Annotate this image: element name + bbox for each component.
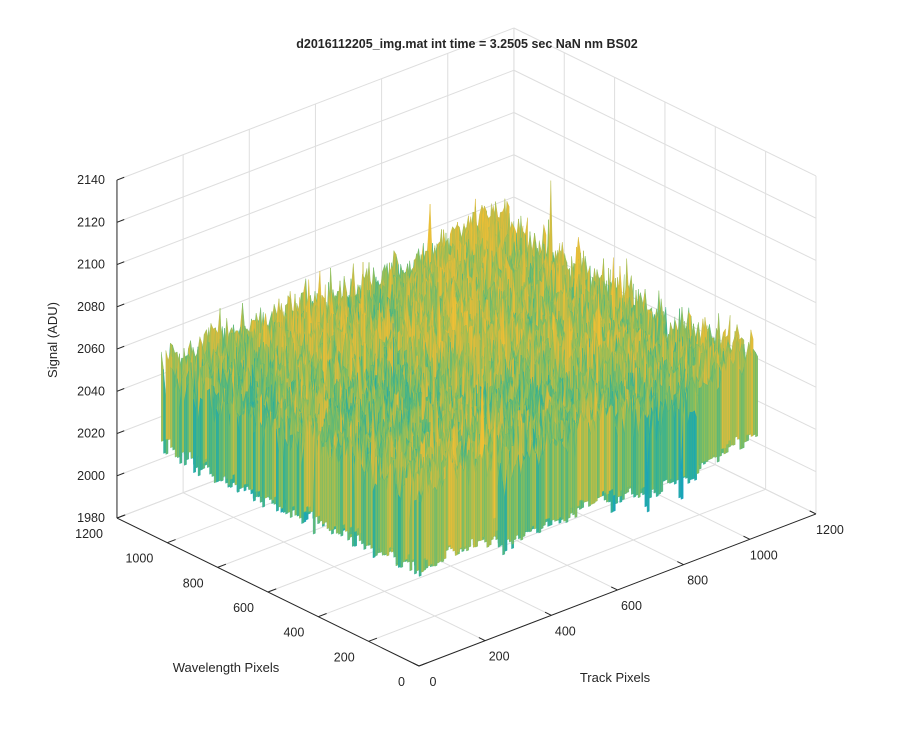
surface-patch	[234, 404, 238, 486]
surface-patch	[188, 363, 192, 452]
surface-patch	[259, 422, 263, 499]
surface-patch	[174, 378, 178, 458]
surface-patch	[177, 378, 180, 459]
surface-patch	[253, 431, 256, 502]
surface-patch	[308, 418, 311, 508]
surface-patch	[207, 388, 210, 468]
surface-patch	[220, 400, 224, 482]
surface-patch	[289, 444, 293, 518]
surface-patch	[186, 382, 189, 461]
surface-patch	[216, 409, 219, 483]
surface-patch	[179, 378, 183, 464]
surface-patch	[193, 399, 196, 474]
surface-patch	[287, 435, 291, 514]
surface-patch	[181, 369, 185, 453]
surface-patch	[163, 369, 166, 454]
surface-patch	[200, 397, 203, 471]
surface-patch	[202, 378, 206, 465]
surface-patch	[285, 439, 288, 515]
surface-patch	[225, 402, 229, 480]
surface-patch	[239, 414, 242, 490]
surface-layer	[161, 180, 758, 577]
surface-patch	[167, 353, 171, 441]
surface-patch	[241, 413, 245, 489]
surface-patch	[204, 375, 208, 460]
surface-patch	[218, 406, 222, 482]
surface-patch	[170, 367, 173, 449]
surface-patch	[296, 437, 300, 517]
surface-patch	[165, 350, 169, 440]
surface-patch	[250, 411, 254, 491]
surface-patch	[248, 409, 252, 491]
surface-patch	[230, 399, 233, 480]
surface-patch	[310, 423, 314, 513]
surface-patch	[271, 419, 275, 501]
grid-line-y-floor	[368, 488, 766, 642]
surface-patch	[273, 417, 277, 498]
surface-patch	[172, 369, 176, 451]
surface-patch	[161, 351, 164, 442]
surface-patch	[264, 417, 268, 499]
surface-patch	[223, 400, 226, 478]
surface-patch	[184, 388, 187, 466]
